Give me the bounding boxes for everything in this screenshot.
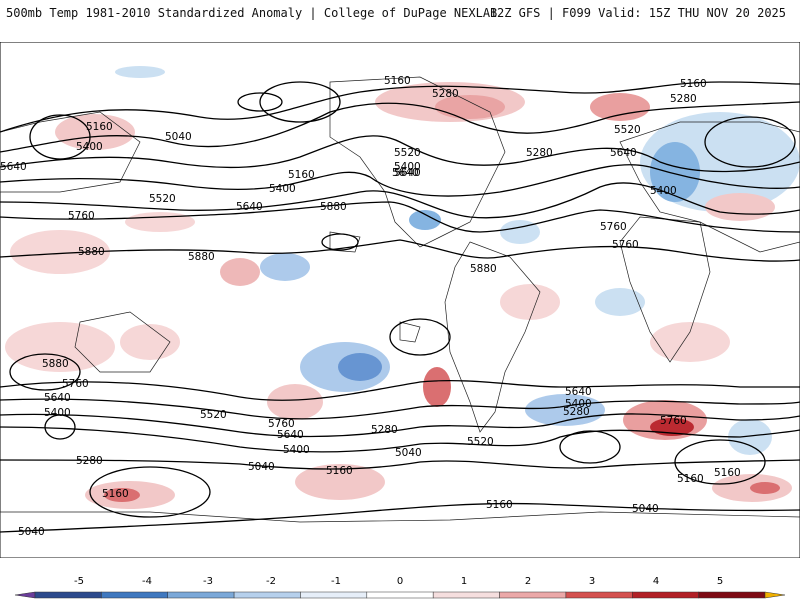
contour-label: 5160 xyxy=(384,75,411,87)
contour-label: 5400 xyxy=(76,141,103,153)
colorbar-segment xyxy=(300,591,368,599)
contour-label: 5640 xyxy=(44,392,71,404)
colorbar-tick: 0 xyxy=(397,576,403,587)
contour-label: 5160 xyxy=(714,467,741,479)
contour-label: 5760 xyxy=(612,239,639,251)
contour-label: 5160 xyxy=(680,78,707,90)
contour-labels: 5160 5160 5280 5280 5040 5160 5400 5520 … xyxy=(0,75,741,538)
colorbar-segment xyxy=(366,591,434,599)
contour-label: 5160 xyxy=(102,488,129,500)
contour-label: 5640 xyxy=(610,147,637,159)
contour-label: 5520 xyxy=(614,124,641,136)
contour-label: 5280 xyxy=(563,406,590,418)
colorbar-segment xyxy=(565,591,633,599)
contour-label: 5040 xyxy=(165,131,192,143)
contour-label: 5280 xyxy=(432,88,459,100)
model-run-info: 12Z GFS | F099 Valid: 15Z THU NOV 20 202… xyxy=(489,6,786,20)
colorbar-segment xyxy=(233,591,301,599)
contour-label: 5280 xyxy=(526,147,553,159)
contour-label: 5760 xyxy=(68,210,95,222)
contour-label: 5640 xyxy=(236,201,263,213)
contour-label: 5880 xyxy=(320,201,347,213)
colorbar-segments xyxy=(14,591,786,599)
contour-label: 5040 xyxy=(248,461,275,473)
colorbar-tick: -5 xyxy=(74,576,84,587)
colorbar-segment xyxy=(432,591,500,599)
colorbar-tick: 4 xyxy=(653,576,659,587)
anomaly-map: 5160 5160 5280 5280 5040 5160 5400 5520 … xyxy=(0,42,800,558)
contour-label: 5640 xyxy=(565,386,592,398)
colorbar-tick: -2 xyxy=(266,576,276,587)
contour-label: 5160 xyxy=(86,121,113,133)
colorbar-segment xyxy=(698,591,766,599)
colorbar-tick: -1 xyxy=(331,576,341,587)
colorbar-tick: 1 xyxy=(461,576,467,587)
contour-label: 5400 xyxy=(394,161,421,173)
contour-label: 5880 xyxy=(188,251,215,263)
contour-label: 5280 xyxy=(76,455,103,467)
contour-label: 5760 xyxy=(62,378,89,390)
contour-label: 5160 xyxy=(486,499,513,511)
contour-label: 5160 xyxy=(677,473,704,485)
contour-label: 5040 xyxy=(395,447,422,459)
contour-label: 5640 xyxy=(0,161,27,173)
contour-label: 5760 xyxy=(600,221,627,233)
contour-label: 5400 xyxy=(283,444,310,456)
contour-label: 5640 xyxy=(392,167,419,179)
contour-label: 5880 xyxy=(470,263,497,275)
contour-label: 5640 xyxy=(277,429,304,441)
contour-label: 5760 xyxy=(268,418,295,430)
contour-label: 5160 xyxy=(326,465,353,477)
contour-label: 5640 xyxy=(394,167,421,179)
colorbar-tick-labels: -5 -4 -3 -2 -1 0 1 2 3 4 5 xyxy=(74,576,723,587)
colorbar-segment xyxy=(34,591,102,599)
contour-label: 5280 xyxy=(371,424,398,436)
colorbar-max-arrow xyxy=(764,591,786,599)
map-title: 500mb Temp 1981-2010 Standardized Anomal… xyxy=(6,6,498,20)
anomaly-colorbar: -5 -4 -3 -2 -1 0 1 2 3 4 5 xyxy=(14,576,786,599)
contour-label: 5520 xyxy=(149,193,176,205)
colorbar-tick: -4 xyxy=(142,576,152,587)
contour-label: 5520 xyxy=(394,147,421,159)
colorbar-tick: 3 xyxy=(589,576,595,587)
contour-label: 5880 xyxy=(78,246,105,258)
contour-label: 5400 xyxy=(269,183,296,195)
colorbar-segment xyxy=(632,591,699,599)
colorbar-tick: 2 xyxy=(525,576,531,587)
contour-label: 5040 xyxy=(18,526,45,538)
colorbar-min-arrow xyxy=(14,591,36,599)
colorbar-segment xyxy=(499,591,567,599)
colorbar-tick: 5 xyxy=(717,576,723,587)
coastlines xyxy=(0,76,800,558)
contour-label: 5520 xyxy=(200,409,227,421)
contour-label: 5160 xyxy=(288,169,315,181)
contour-label: 5280 xyxy=(670,93,697,105)
contour-label: 5400 xyxy=(565,398,592,410)
contour-label: 5040 xyxy=(632,503,659,515)
contour-label: 5760 xyxy=(660,415,687,427)
contour-label: 5400 xyxy=(650,185,677,197)
colorbar-segment xyxy=(101,591,168,599)
contour-label: 5880 xyxy=(42,358,69,370)
contour-label: 5400 xyxy=(44,407,71,419)
height-contours xyxy=(0,81,800,533)
contour-label: 5520 xyxy=(467,436,494,448)
colorbar-segment xyxy=(167,591,235,599)
colorbar-tick: -3 xyxy=(203,576,213,587)
